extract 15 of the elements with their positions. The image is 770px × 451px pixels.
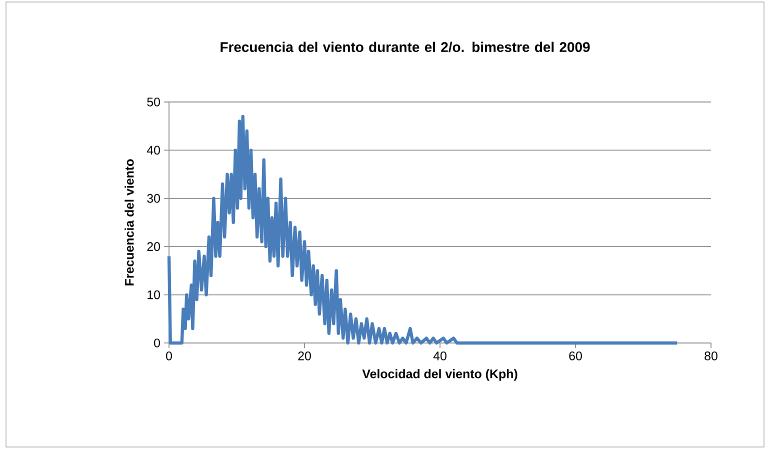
y-tick-label: 40	[146, 146, 160, 155]
y-tick-label: 0	[154, 338, 160, 348]
y-tick-label: 10	[148, 290, 160, 300]
x-tick-label: 60	[569, 352, 582, 360]
line-series	[167, 114, 679, 345]
x-tick-label: 0	[166, 352, 172, 360]
y-tick-label: 30	[147, 194, 160, 203]
x-tick-label: 80	[704, 352, 718, 360]
y-tick-label: 50	[147, 98, 160, 106]
x-tick-label: 40	[433, 352, 446, 360]
x-tick-label: 20	[298, 352, 311, 360]
y-tick-label: 20	[147, 242, 160, 251]
chart-title: Frecuencia del viento durante el 2/o. bimestre del 2009	[220, 42, 590, 52]
x-axis-title: Velocidad del viento (Kph)	[362, 369, 518, 381]
y-axis-title: Frecuencia del viento	[124, 159, 134, 286]
